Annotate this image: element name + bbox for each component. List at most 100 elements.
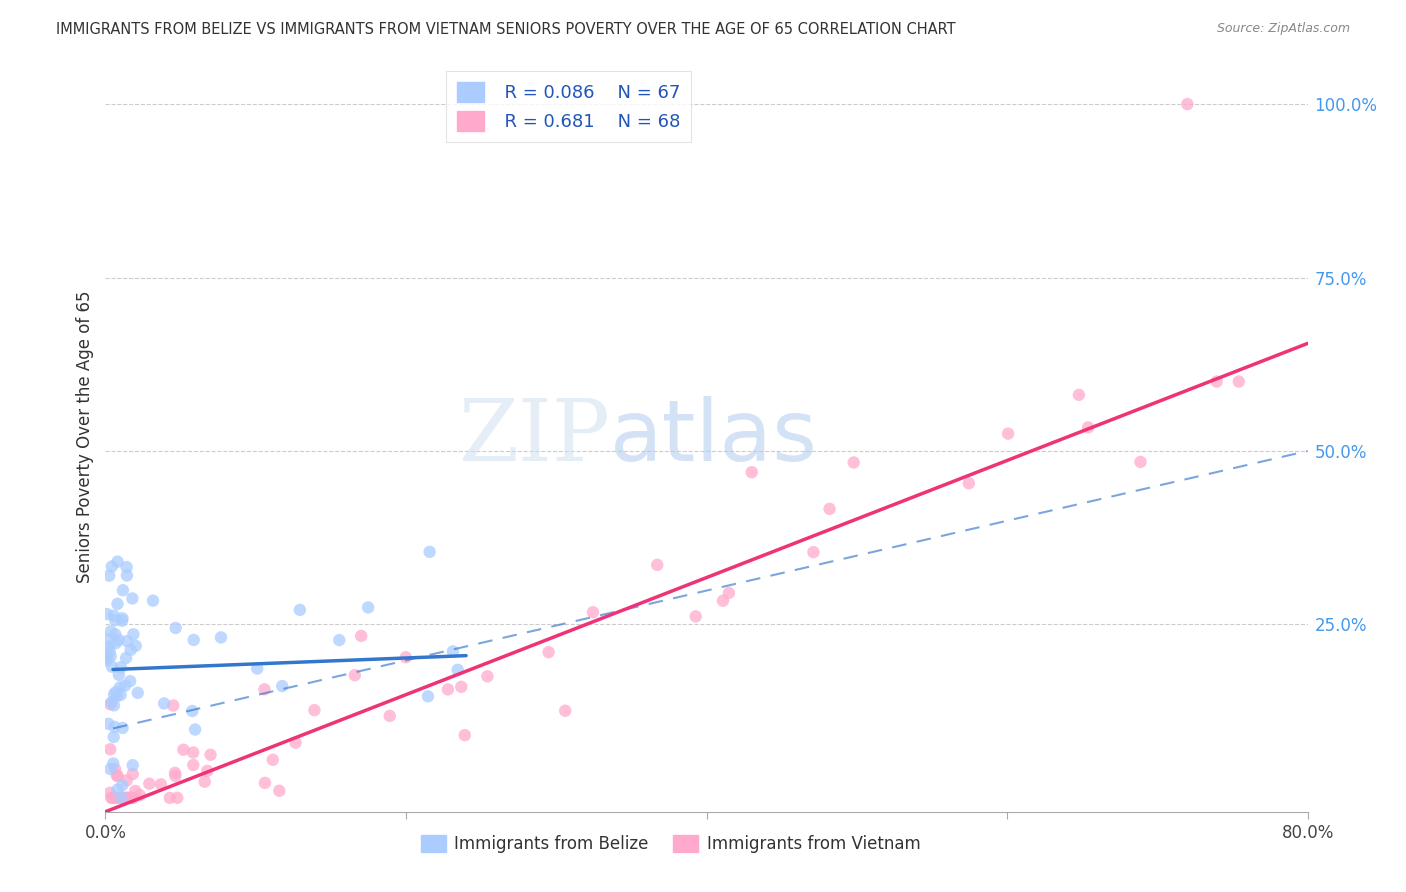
Point [1067, 388, 1090, 402]
Point [162, 698, 184, 713]
Point [271, 679, 294, 693]
Y-axis label: Seniors Poverty Over the Age of 65: Seniors Poverty Over the Age of 65 [76, 291, 94, 583]
Point [104, 685, 127, 699]
Point [437, 682, 460, 697]
Point [378, 709, 401, 723]
Point [1129, 455, 1152, 469]
Point [104, 790, 127, 805]
Point [107, 782, 129, 797]
Point [103, 698, 125, 713]
Point [100, 695, 122, 709]
Point [111, 721, 134, 735]
Point [120, 790, 142, 805]
Point [104, 627, 127, 641]
Point [98, 698, 121, 712]
Point [117, 790, 139, 805]
Point [183, 632, 205, 647]
Point [114, 790, 136, 805]
Point [103, 608, 125, 623]
Point [262, 753, 284, 767]
Point [685, 609, 707, 624]
Point [104, 762, 127, 776]
Legend: Immigrants from Belize, Immigrants from Vietnam: Immigrants from Belize, Immigrants from … [413, 828, 927, 860]
Point [107, 555, 129, 569]
Point [96, 632, 118, 647]
Point [194, 774, 217, 789]
Point [103, 756, 125, 771]
Point [110, 790, 132, 805]
Point [163, 765, 186, 780]
Point [350, 629, 373, 643]
Point [101, 659, 124, 673]
Point [111, 778, 134, 792]
Point [711, 593, 734, 607]
Point [121, 758, 143, 772]
Point [741, 465, 763, 479]
Point [110, 790, 132, 805]
Point [165, 769, 187, 783]
Point [441, 644, 464, 658]
Point [419, 545, 441, 559]
Text: atlas: atlas [610, 395, 818, 479]
Point [127, 686, 149, 700]
Point [111, 611, 134, 625]
Point [98, 742, 121, 756]
Point [115, 651, 138, 665]
Point [328, 633, 350, 648]
Point [128, 788, 150, 802]
Point [120, 790, 142, 805]
Point [181, 758, 204, 772]
Point [107, 597, 129, 611]
Point [96, 653, 118, 667]
Point [818, 501, 841, 516]
Point [142, 593, 165, 607]
Text: Source: ZipAtlas.com: Source: ZipAtlas.com [1216, 22, 1350, 36]
Point [96, 607, 118, 621]
Point [107, 632, 129, 647]
Point [181, 746, 204, 760]
Point [957, 476, 980, 491]
Point [454, 728, 477, 742]
Point [98, 762, 121, 776]
Point [100, 624, 122, 639]
Point [447, 663, 470, 677]
Point [104, 613, 127, 627]
Point [120, 674, 142, 689]
Point [103, 687, 125, 701]
Point [122, 627, 145, 641]
Point [98, 568, 121, 582]
Point [1175, 97, 1198, 112]
Point [246, 661, 269, 675]
Point [166, 790, 188, 805]
Point [115, 560, 138, 574]
Point [107, 769, 129, 783]
Point [181, 704, 204, 718]
Point [357, 600, 380, 615]
Point [803, 545, 825, 559]
Point [125, 639, 148, 653]
Point [477, 669, 499, 683]
Point [138, 777, 160, 791]
Point [537, 645, 560, 659]
Point [1205, 375, 1227, 389]
Point [304, 703, 326, 717]
Point [121, 767, 143, 781]
Point [200, 747, 222, 762]
Point [395, 650, 418, 665]
Point [122, 790, 145, 805]
Point [253, 776, 276, 790]
Point [184, 723, 207, 737]
Point [717, 586, 740, 600]
Point [98, 786, 121, 800]
Point [554, 704, 576, 718]
Point [120, 643, 142, 657]
Point [209, 631, 232, 645]
Point [103, 730, 125, 744]
Point [96, 650, 118, 665]
Point [842, 455, 865, 469]
Point [103, 720, 125, 734]
Point [582, 605, 605, 619]
Point [111, 614, 134, 628]
Point [115, 773, 138, 788]
Point [645, 558, 668, 572]
